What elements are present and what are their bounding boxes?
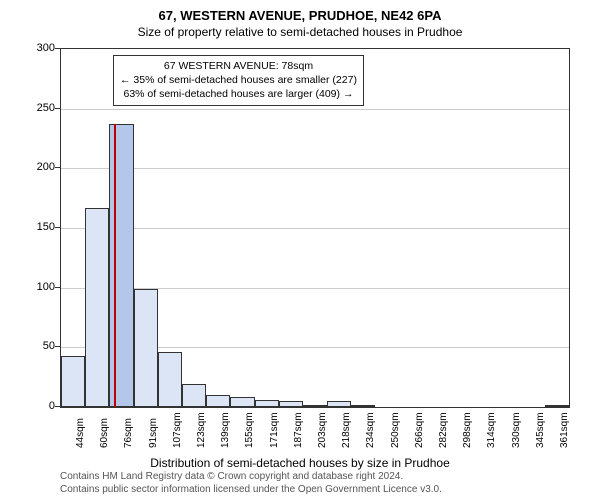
annotation-box: 67 WESTERN AVENUE: 78sqm ← 35% of semi-d… [113, 55, 364, 106]
chart-title-main: 67, WESTERN AVENUE, PRUDHOE, NE42 6PA [0, 0, 600, 23]
x-tick-label: 91sqm [148, 418, 159, 448]
annotation-line3: 63% of semi-detached houses are larger (… [120, 87, 357, 101]
chart-title-sub: Size of property relative to semi-detach… [0, 23, 600, 39]
x-axis-label: Distribution of semi-detached houses by … [0, 456, 600, 470]
histogram-bar [158, 352, 182, 407]
x-tick-label: 60sqm [99, 418, 110, 448]
histogram-bar [303, 405, 327, 407]
histogram-bar [327, 401, 351, 407]
histogram-bar [85, 208, 109, 407]
y-tick-label: 50 [15, 340, 55, 352]
x-tick-label: 44sqm [75, 418, 86, 448]
x-tick-label: 203sqm [317, 412, 328, 448]
x-tick-label: 139sqm [220, 412, 231, 448]
y-tick-label: 150 [15, 221, 55, 233]
footer-line2: Contains public sector information licen… [60, 483, 442, 496]
plot-area: 67 WESTERN AVENUE: 78sqm ← 35% of semi-d… [60, 48, 570, 408]
x-tick-label: 314sqm [486, 412, 497, 448]
annotation-line2: ← 35% of semi-detached houses are smalle… [120, 73, 357, 87]
histogram-bar [545, 405, 569, 407]
y-tick-label: 100 [15, 281, 55, 293]
y-tick-label: 200 [15, 161, 55, 173]
x-tick-label: 76sqm [123, 418, 134, 448]
marker-line-el [114, 124, 116, 407]
y-tick-label: 0 [15, 400, 55, 412]
histogram-bar [134, 289, 158, 407]
grid-line [61, 109, 569, 110]
chart-container: 67, WESTERN AVENUE, PRUDHOE, NE42 6PA Si… [0, 0, 600, 500]
histogram-bar [206, 395, 230, 407]
histogram-bar [182, 384, 206, 407]
x-tick-label: 250sqm [390, 412, 401, 448]
histogram-bar [255, 400, 279, 407]
y-tick-label: 250 [15, 102, 55, 114]
x-tick-label: 234sqm [365, 412, 376, 448]
x-tick-label: 155sqm [244, 412, 255, 448]
annotation-line1: 67 WESTERN AVENUE: 78sqm [120, 59, 357, 73]
x-tick-label: 361sqm [559, 412, 570, 448]
x-tick-label: 298sqm [462, 412, 473, 448]
histogram-bar [109, 124, 133, 407]
y-tick-label: 300 [15, 42, 55, 54]
x-tick-label: 123sqm [196, 412, 207, 448]
histogram-bar [61, 356, 85, 407]
grid-line [61, 168, 569, 169]
x-tick-label: 282sqm [438, 412, 449, 448]
x-tick-label: 345sqm [535, 412, 546, 448]
x-tick-label: 266sqm [414, 412, 425, 448]
x-tick-label: 107sqm [172, 412, 183, 448]
x-tick-label: 171sqm [269, 412, 280, 448]
grid-line [61, 228, 569, 229]
footer: Contains HM Land Registry data © Crown c… [60, 470, 442, 496]
x-tick-label: 330sqm [511, 412, 522, 448]
histogram-bar [230, 397, 254, 407]
x-tick-label: 218sqm [341, 412, 352, 448]
footer-line1: Contains HM Land Registry data © Crown c… [60, 470, 442, 483]
histogram-bar [351, 405, 375, 407]
x-tick-label: 187sqm [293, 412, 304, 448]
histogram-bar [279, 401, 303, 407]
